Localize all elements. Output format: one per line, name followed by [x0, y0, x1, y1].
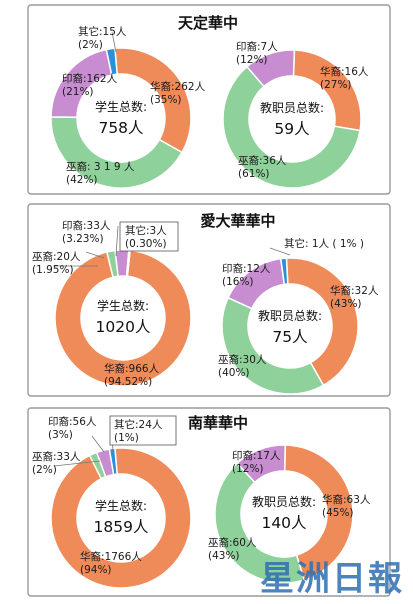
watermark: 星洲日報	[260, 559, 404, 599]
label-malay: 巫裔:60人(43%)	[208, 536, 257, 562]
donut-slice-6-2	[214, 462, 306, 584]
label-chinese: 华裔:262人(35%)	[150, 80, 206, 106]
donut-slice-5-4	[108, 447, 118, 476]
panel-2-students: 学生总数: 1020人 华裔:966人(94.52%) 巫裔:20人(1.95%…	[32, 219, 167, 388]
donut-slice-3-1	[54, 249, 192, 387]
donut-slice-6-1	[283, 444, 354, 581]
center-title: 教职员总数:	[252, 494, 316, 509]
panel-3-students: 学生总数: 1859人 华裔:1766人(94%) 巫裔:33人(2%) 印裔:…	[32, 415, 163, 576]
leader-line	[91, 435, 105, 453]
center-title: 学生总数:	[95, 99, 147, 114]
label-chinese: 华裔:16人(27%)	[320, 65, 369, 91]
center-title: 教职员总数:	[258, 308, 322, 323]
label-malay: 巫裔:30人(40%)	[218, 353, 267, 379]
leader-line	[53, 460, 101, 467]
leader-line	[115, 225, 119, 257]
panel-3-title: 南華華中	[188, 414, 248, 432]
panel-1-staff: 教职员总数: 59人 华裔:16人(27%) 巫裔:36人(61%) 印裔:7人…	[236, 40, 369, 180]
donut-slice-2-3	[245, 49, 296, 88]
donut-slice-1-2	[50, 116, 183, 189]
center-title: 学生总数:	[95, 498, 147, 513]
label-other: 其它: 1人 ( 1% )	[284, 237, 364, 250]
panel-2-staff: 教职员总数: 75人 华裔:32人(43%) 巫裔:30人(40%) 印裔:12…	[218, 237, 379, 379]
center-title: 教职员总数:	[260, 100, 324, 115]
label-chinese: 华裔:63人(45%)	[322, 493, 371, 519]
center-value: 75人	[272, 328, 307, 346]
label-indian: 印裔:162人(21%)	[62, 72, 118, 98]
label-other: 其它:3人(0.30%)	[125, 224, 167, 250]
callout-box	[119, 221, 179, 252]
label-indian: 印裔:12人(16%)	[222, 262, 271, 288]
panel-2-title: 愛大華華中	[200, 212, 275, 230]
leader-line	[111, 31, 117, 53]
center-value: 140人	[261, 514, 306, 532]
label-other: 其它:15人(2%)	[78, 25, 127, 51]
label-indian: 印裔:7人(12%)	[236, 40, 278, 66]
donut-slice-4-2	[221, 296, 325, 395]
donut-slice-4-1	[285, 257, 359, 387]
label-indian: 印裔:56人(3%)	[48, 415, 97, 441]
label-malay: 巫裔:36人(61%)	[238, 154, 287, 180]
donut-charts	[50, 47, 362, 589]
label-malay: 巫裔:33人(2%)	[32, 450, 81, 476]
panel-3-staff: 教职员总数: 140人 华裔:63人(45%) 巫裔:60人(43%) 印裔:1…	[208, 449, 371, 562]
donut-slice-4-4	[279, 257, 289, 286]
label-indian: 印裔:17人(12%)	[232, 449, 281, 475]
label-malay: 巫裔: 3 1 9 人(42%)	[66, 160, 135, 186]
leader-lines	[53, 31, 291, 467]
donut-slice-6-3	[236, 444, 286, 484]
leader-line	[269, 247, 291, 256]
callout-box	[109, 415, 177, 446]
panel-1-students: 学生总数: 758人 华裔:262人(35%) 巫裔: 3 1 9 人(42%)…	[62, 25, 206, 186]
center-title: 学生总数:	[97, 298, 149, 313]
center-value: 1859人	[94, 518, 149, 536]
donut-slice-1-4	[105, 47, 118, 76]
label-chinese: 华裔:966人(94.52%)	[104, 362, 160, 388]
donut-slice-5-1	[50, 447, 192, 589]
label-other: 其它:24人(1%)	[114, 418, 163, 444]
label-malay: 巫裔:20人(1.95%)	[32, 250, 81, 276]
label-chinese: 华裔:32人(43%)	[330, 284, 379, 310]
panel-1-title: 天定華中	[178, 14, 238, 32]
center-value: 59人	[274, 120, 309, 138]
donut-slice-2-2	[222, 65, 361, 189]
label-chinese: 华裔:1766人(94%)	[80, 550, 142, 576]
leader-line	[85, 251, 105, 259]
center-value: 758人	[98, 119, 143, 137]
center-value: 1020人	[96, 318, 151, 336]
label-indian: 印裔:33人(3.23%)	[62, 219, 111, 245]
